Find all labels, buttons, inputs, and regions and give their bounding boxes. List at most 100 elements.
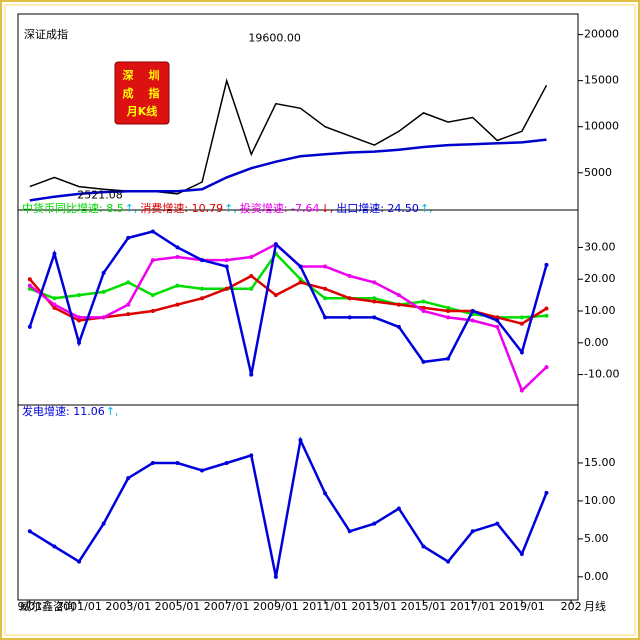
- point: [372, 280, 377, 285]
- y-tick-label: 10.00: [584, 304, 616, 317]
- point: [200, 468, 205, 473]
- x-tick-label: 2015/01: [401, 600, 447, 613]
- point: [372, 296, 377, 301]
- point: [470, 318, 475, 323]
- x-tick-label: 2019/01: [499, 600, 545, 613]
- point: [372, 299, 377, 304]
- point: [150, 229, 155, 234]
- point: [77, 559, 82, 564]
- legend-text: 中货币同比增速: 8.5: [22, 201, 124, 215]
- x-tick-label: 2017/01: [450, 600, 496, 613]
- point: [421, 544, 426, 549]
- legend-trend: ↑,: [420, 202, 433, 215]
- point: [519, 552, 524, 557]
- point: [150, 258, 155, 263]
- y-tick-label: 15000: [584, 74, 619, 87]
- point: [52, 296, 57, 301]
- series-line: [29, 138, 547, 202]
- annotation: 19600.00: [248, 31, 301, 44]
- point: [495, 315, 500, 320]
- point: [470, 309, 475, 313]
- point: [544, 365, 549, 370]
- point: [175, 302, 180, 307]
- point: [372, 315, 377, 320]
- point: [249, 453, 254, 458]
- frame-inner: [4, 4, 636, 636]
- legend-trend: ↓,: [321, 202, 334, 215]
- point: [446, 305, 451, 310]
- y-tick-label: 0.00: [584, 336, 609, 349]
- point: [396, 324, 401, 329]
- point: [126, 280, 131, 285]
- x-tick-label: 9/01: [17, 600, 42, 613]
- point: [77, 318, 82, 323]
- x-tick-label: 2011/01: [302, 600, 348, 613]
- point: [175, 283, 180, 288]
- period-label: 月线: [584, 599, 606, 613]
- point: [347, 529, 352, 534]
- point: [150, 309, 155, 313]
- point: [544, 490, 549, 495]
- logo-text: 深: [123, 68, 134, 82]
- chart-title: 深证成指: [24, 27, 68, 41]
- point: [77, 293, 82, 298]
- point: [421, 359, 426, 364]
- logo-text: 月K线: [126, 104, 158, 118]
- legend-trend: ↑,: [106, 405, 119, 418]
- y-tick-label: 30.00: [584, 240, 616, 253]
- plot-border: [17, 13, 579, 601]
- y-tick-label: 10.00: [584, 494, 616, 507]
- point: [446, 356, 451, 361]
- y-tick-label: 15.00: [584, 456, 616, 469]
- point: [323, 264, 328, 269]
- legend-text: 投资增速: -7.64: [240, 201, 320, 215]
- point: [396, 506, 401, 511]
- point: [101, 289, 106, 294]
- point: [101, 315, 106, 320]
- watermark: 威尔鑫咨询: [20, 599, 75, 613]
- legend-trend: ↑,: [125, 202, 138, 215]
- point: [396, 302, 401, 307]
- y-tick-label: 10000: [584, 120, 619, 133]
- point: [446, 315, 451, 320]
- point: [298, 264, 303, 269]
- point: [77, 315, 82, 320]
- x-tick-label: 2005/01: [155, 600, 201, 613]
- annotation: 2521.08: [77, 189, 123, 202]
- point: [249, 254, 254, 259]
- point: [544, 262, 549, 267]
- point: [150, 293, 155, 298]
- series-line: [28, 230, 548, 375]
- series-line: [29, 436, 548, 578]
- point: [396, 293, 401, 298]
- logo-text: 圳: [149, 68, 160, 82]
- point: [27, 277, 32, 282]
- point: [126, 312, 131, 317]
- x-tick-label: 2003/01: [105, 600, 151, 613]
- point: [347, 315, 352, 320]
- y-tick-label: 0.00: [584, 570, 609, 583]
- point: [101, 521, 106, 526]
- point: [224, 264, 229, 269]
- point: [27, 529, 32, 534]
- y-tick-label: 20.00: [584, 272, 616, 285]
- point: [249, 372, 254, 377]
- series-line: [28, 274, 548, 326]
- point: [273, 242, 278, 247]
- point: [421, 305, 426, 310]
- point: [249, 274, 254, 279]
- legend-text: 消费增速: 10.79: [140, 201, 223, 215]
- point: [298, 277, 303, 282]
- point: [323, 315, 328, 320]
- point: [224, 286, 229, 291]
- y-tick-label: 20000: [584, 28, 619, 41]
- point: [446, 559, 451, 564]
- point: [421, 299, 426, 304]
- point: [519, 321, 524, 326]
- point: [249, 286, 254, 291]
- point: [495, 324, 500, 329]
- x-tick-label: 2001/01: [56, 600, 102, 613]
- point: [273, 574, 278, 579]
- point: [77, 340, 82, 345]
